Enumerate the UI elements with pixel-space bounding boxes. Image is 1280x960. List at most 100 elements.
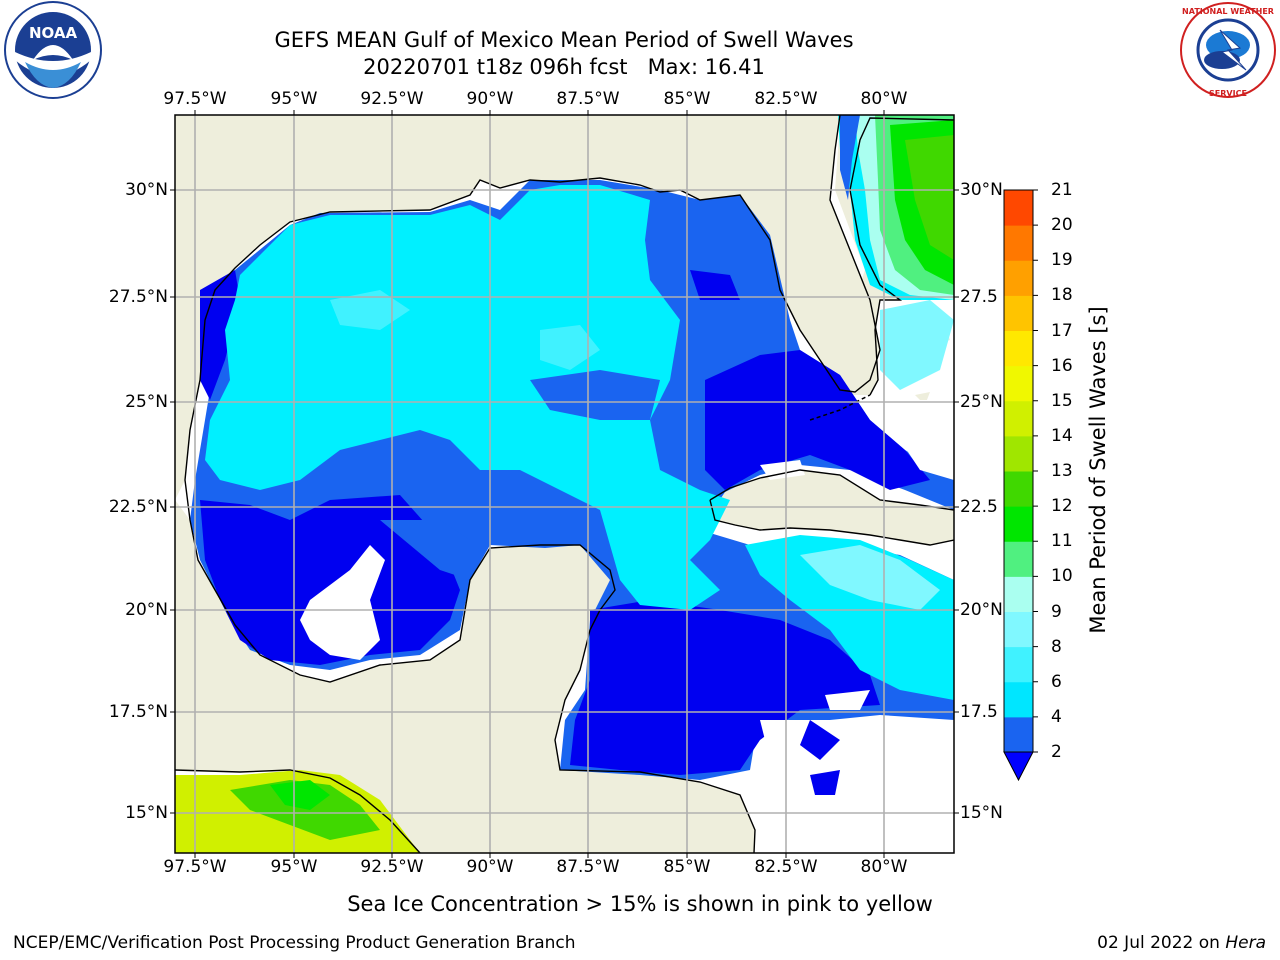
swell-zone-lt2 — [705, 350, 930, 490]
lon-label-bottom: 90°W — [466, 857, 514, 877]
swell-zone-atlantic — [905, 135, 954, 260]
coastline-segment — [709, 469, 954, 511]
lat-label-left: 20°N — [125, 600, 168, 620]
coastline — [175, 115, 954, 853]
lon-label-top: 95°W — [270, 89, 318, 109]
lat-label-left: 22.5°N — [108, 497, 168, 517]
chart-subtitle: 20220701 t18z 096h fcst Max: 16.41 — [363, 55, 765, 79]
lat-label-right: 20°N — [960, 600, 1003, 620]
noaa-logo-text: NOAA — [29, 24, 78, 42]
lat-label-right: 25°N — [960, 392, 1003, 412]
lat-label-right: 17.5 — [960, 702, 998, 722]
colorbar-swatch — [1004, 681, 1033, 718]
lat-lon-grid — [175, 115, 954, 853]
lon-label-bottom: 92.5°W — [360, 857, 424, 877]
colorbar-swatch — [1004, 471, 1033, 507]
colorbar-swatch — [1004, 716, 1033, 753]
swell-zone-6-8 — [800, 545, 940, 610]
lon-label-bottom: 97.5°W — [163, 857, 227, 877]
colorbar-tick-label: 2 — [1051, 742, 1062, 762]
colorbar-tick-label: 13 — [1051, 461, 1073, 481]
lon-label-bottom: 82.5°W — [754, 857, 818, 877]
colorbar-swatch — [1004, 330, 1033, 367]
machine-name: Hera — [1225, 933, 1266, 953]
lat-label-left: 17.5°N — [108, 702, 168, 722]
swell-zone-lt2 — [690, 270, 740, 300]
swell-zone-lt2 — [200, 270, 240, 400]
colorbar-tick-label: 19 — [1051, 250, 1073, 271]
land-shape — [820, 115, 954, 395]
colorbar-tick-label: 12 — [1051, 496, 1073, 517]
swell-zone-pacific — [230, 780, 380, 840]
noaa-logo: NOAA — [4, 1, 102, 99]
colorbar-tick-label: 4 — [1051, 706, 1062, 727]
swell-zone-6-8 — [880, 300, 954, 390]
colorbar-tick-label: 11 — [1051, 531, 1073, 552]
colorbar-swatch — [1004, 576, 1033, 612]
colorbar-tick-label: 6 — [1051, 671, 1062, 692]
colorbar-tick-label: 18 — [1051, 285, 1073, 306]
colorbar — [1003, 189, 1038, 782]
swell-zone-4-6 — [380, 520, 490, 580]
no-data-area — [300, 545, 385, 660]
colorbar-tick-label: 16 — [1051, 355, 1073, 376]
lon-label-bottom: 87.5°W — [556, 857, 620, 877]
lon-label-bottom: 95°W — [270, 857, 318, 877]
colorbar-swatch — [1004, 295, 1033, 331]
colorbar-swatch — [1004, 225, 1033, 261]
colorbar-swatch — [1004, 190, 1033, 226]
lat-label-right: 30°N — [960, 180, 1003, 200]
no-data-area — [825, 690, 870, 710]
florida-keys — [809, 394, 871, 421]
swell-zone-4-6 — [530, 370, 660, 420]
colorbar-tick-label: 14 — [1051, 425, 1073, 446]
lat-label-right: 27.5 — [960, 287, 998, 307]
colorbar-swatch — [1004, 541, 1033, 577]
nws-logo: NATIONAL WEATHER SERVICE — [1180, 2, 1276, 98]
lat-label-right: 15°N — [960, 803, 1003, 823]
lat-label-left: 27.5°N — [108, 287, 168, 307]
colorbar-tick-label: 17 — [1051, 320, 1073, 341]
colorbar-tick-label: 15 — [1051, 390, 1073, 411]
colorbar-extend — [1003, 751, 1034, 782]
tick-marks — [170, 110, 959, 858]
date-stamp: 02 Jul 2022 on Hera — [1097, 933, 1266, 953]
lon-label-top: 92.5°W — [360, 89, 424, 109]
swell-zone-lt2 — [570, 600, 880, 775]
colorbar-label: Mean Period of Swell Waves [s] — [1086, 306, 1110, 634]
map-plot — [170, 110, 959, 858]
no-data-area — [755, 715, 954, 853]
lon-label-top: 85°W — [663, 89, 711, 109]
credit-text: NCEP/EMC/Verification Post Processing Pr… — [13, 933, 576, 953]
swell-zone-6-8 — [540, 325, 600, 370]
lat-label-right: 22.5 — [960, 497, 998, 517]
colorbar-swatch — [1004, 611, 1033, 648]
no-data-area — [890, 400, 954, 480]
colorbar-tick-label: 10 — [1051, 566, 1073, 587]
colorbar-swatch — [1004, 435, 1033, 472]
swell-zone-lt2 — [200, 495, 460, 665]
lon-label-top: 82.5°W — [754, 89, 818, 109]
lat-label-left: 30°N — [125, 180, 168, 200]
colorbar-swatch — [1004, 365, 1033, 402]
colorbar-tick-label: 8 — [1051, 636, 1062, 657]
coastline-segment — [184, 115, 881, 853]
coastline-segment — [849, 117, 954, 396]
lon-label-top: 87.5°W — [556, 89, 620, 109]
colorbar-swatch — [1004, 260, 1033, 296]
lon-label-top: 97.5°W — [163, 89, 227, 109]
colorbar-swatch — [1004, 646, 1033, 683]
colorbar-swatch — [1004, 400, 1033, 437]
colorbar-tick-label: 9 — [1051, 601, 1062, 622]
coastline-segment — [175, 769, 421, 853]
swell-field — [175, 115, 954, 853]
map-frame — [174, 114, 955, 854]
lon-label-bottom: 80°W — [860, 857, 908, 877]
swell-zone-lt2 — [810, 770, 840, 795]
sea-ice-note: Sea Ice Concentration > 15% is shown in … — [347, 892, 933, 916]
colorbar-tick-label: 20 — [1051, 215, 1073, 236]
lon-label-top: 80°W — [860, 89, 908, 109]
svg-text:SERVICE: SERVICE — [1209, 89, 1247, 98]
date-text: 02 Jul 2022 on — [1097, 933, 1226, 953]
